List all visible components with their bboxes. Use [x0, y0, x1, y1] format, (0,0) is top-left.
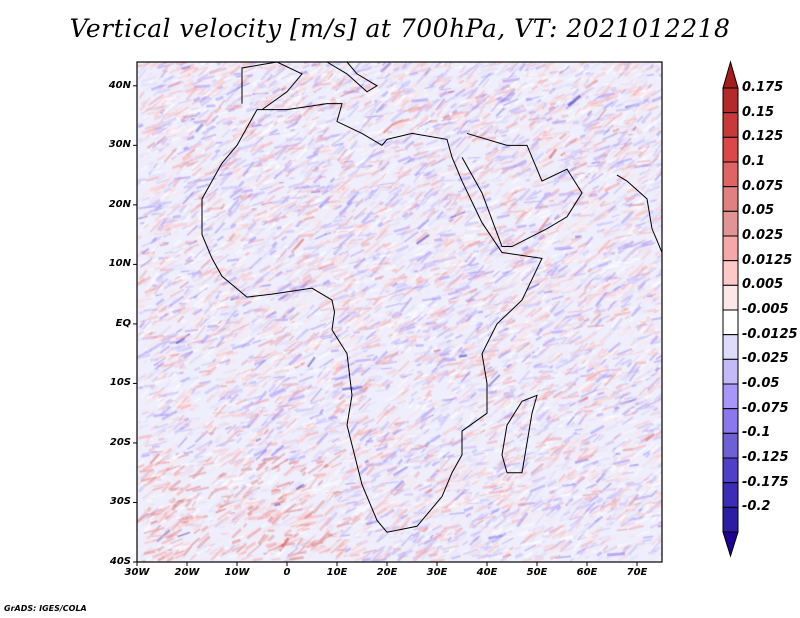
vertical-velocity-field — [137, 62, 662, 562]
lat-tick-label: 40N — [108, 79, 131, 91]
arabia-coastline — [461, 132, 583, 248]
colorbar-label: -0.2 — [742, 499, 771, 515]
colorbar-label: 0.0125 — [742, 252, 793, 268]
lat-tick-label: 30N — [108, 139, 131, 151]
colorbar-box — [722, 457, 739, 484]
madagascar-coastline — [501, 394, 538, 474]
colorbar-label: -0.05 — [742, 376, 780, 391]
colorbar-label: 0.005 — [742, 277, 784, 293]
colorbar-box — [722, 161, 739, 188]
iberia-coastline — [241, 61, 303, 111]
colorbar-box — [722, 506, 739, 533]
lon-tick-label: 30E — [426, 567, 448, 578]
colorbar-box — [722, 235, 739, 262]
colorbar-box — [722, 112, 739, 138]
colorbar-label: 0.15 — [742, 104, 775, 120]
colorbar-box — [722, 383, 739, 410]
colorbar-label: -0.025 — [742, 351, 789, 367]
lat-tick-label: EQ — [115, 317, 131, 329]
colorbar-box — [722, 210, 739, 237]
lat-tick-label: 10N — [108, 258, 131, 270]
colorbar-box — [722, 432, 739, 459]
colorbar-label: -0.075 — [742, 400, 789, 416]
colorbar-label: -0.1 — [742, 425, 771, 441]
lon-tick-label: 50E — [526, 567, 548, 578]
grads-credit: GrADS: IGES/COLA — [4, 604, 87, 613]
lon-tick-label: 10E — [326, 567, 348, 578]
lat-tick-label: 20S — [109, 436, 131, 448]
colorbar-box — [722, 284, 739, 311]
lat-tick-label: 40S — [109, 556, 131, 567]
africa-coastline — [201, 103, 543, 533]
colorbar-box — [722, 260, 739, 286]
colorbar-box — [722, 358, 739, 385]
italy-coastline — [326, 61, 378, 93]
colorbar-box — [722, 136, 739, 163]
colorbar-label: 0.05 — [742, 203, 775, 219]
colorbar-label: 0.125 — [742, 129, 784, 145]
map-frame — [136, 61, 663, 563]
colorbar-label: 0.075 — [742, 178, 784, 194]
colorbar-box — [722, 408, 739, 434]
colorbar-box — [722, 186, 739, 212]
colorbar-upper-triangle — [722, 60, 739, 89]
colorbar-label: -0.005 — [742, 302, 789, 317]
lat-tick-label: 10S — [109, 377, 131, 389]
plot-title: Vertical velocity [m/s] at 700hPa, VT: 2… — [69, 14, 731, 43]
india-coastline — [616, 174, 663, 253]
colorbar-box — [722, 309, 739, 336]
colorbar-label: -0.175 — [742, 474, 789, 490]
colorbar-box — [722, 482, 739, 508]
lat-tick-label: 30S — [109, 496, 131, 508]
lon-tick-label: 40E — [476, 567, 498, 578]
colorbar-box — [722, 334, 739, 360]
lon-tick-label: 70E — [626, 567, 648, 578]
colorbar-label: 0.1 — [742, 154, 766, 169]
colorbar-label: 0.025 — [742, 228, 784, 243]
lon-tick-label: 60E — [576, 567, 598, 578]
lon-tick-label: 30W — [124, 567, 150, 578]
colorbar-label: 0.175 — [742, 80, 784, 95]
lon-tick-label: 0 — [283, 567, 291, 578]
colorbar-label: -0.125 — [742, 450, 789, 465]
lon-tick-label: 10W — [224, 567, 250, 578]
lat-tick-label: 20N — [108, 198, 131, 210]
colorbar-lower-triangle — [722, 531, 739, 558]
lon-tick-label: 20E — [376, 567, 398, 578]
lon-tick-label: 20W — [174, 567, 200, 578]
colorbar-box — [722, 87, 739, 114]
colorbar-label: -0.0125 — [742, 326, 798, 342]
